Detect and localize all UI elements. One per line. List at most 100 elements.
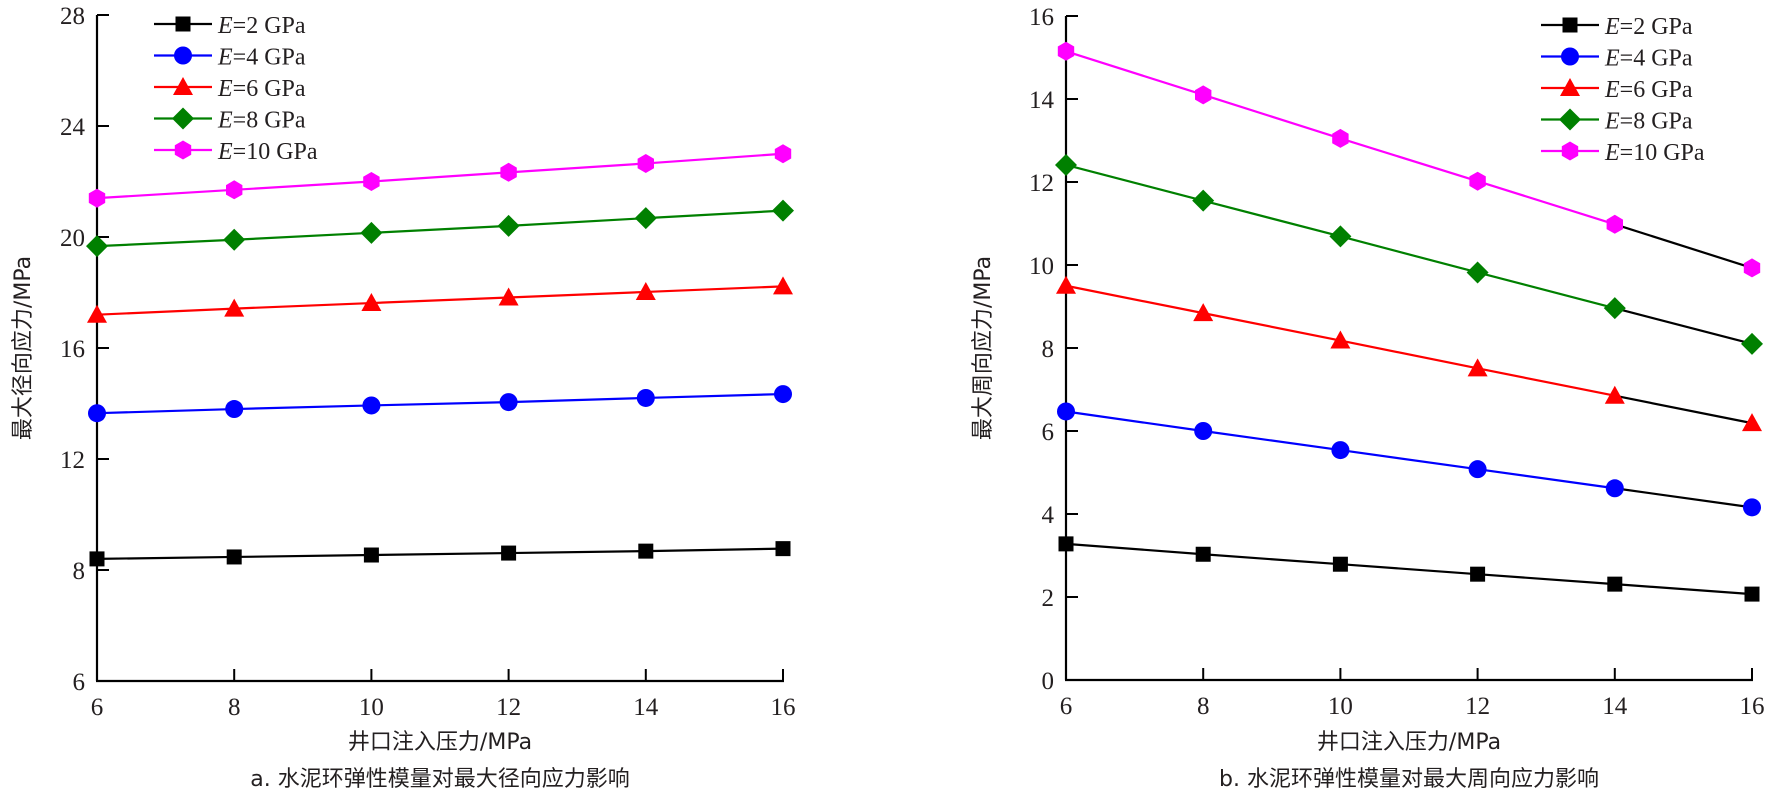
- data-point: [1606, 214, 1623, 234]
- series-line-segment: [96, 407, 235, 415]
- series-line-segment: [371, 171, 509, 183]
- series-line-segment: [645, 547, 784, 553]
- series-line-segment: [234, 231, 372, 241]
- y-tick-label: 16: [1029, 4, 1054, 31]
- series-line-segment: [1340, 235, 1478, 274]
- chart-b-y-axis-title: 最大周向应力/MPa: [971, 256, 996, 440]
- series-line-segment: [645, 285, 784, 294]
- data-point: [1742, 413, 1762, 432]
- data-point: [363, 547, 379, 563]
- y-tick-label: 12: [60, 447, 85, 474]
- data-point: [1604, 385, 1625, 404]
- data-point: [1331, 441, 1350, 460]
- legend-label: E=6 GPa: [217, 76, 306, 102]
- series-line-segment: [234, 301, 372, 310]
- chart-a-series: [86, 144, 794, 567]
- series-line-segment: [96, 555, 235, 560]
- legend-item: E=10 GPa: [154, 139, 318, 165]
- y-tick-label: 10: [1029, 253, 1054, 280]
- legend-label: E=8 GPa: [217, 108, 306, 134]
- series-line-segment: [1065, 50, 1204, 96]
- legend-label: E=2 GPa: [217, 13, 306, 39]
- legend-marker-circle-icon: [174, 46, 192, 65]
- data-point: [498, 287, 519, 306]
- y-tick-label: 14: [1029, 87, 1055, 114]
- data-point: [1603, 297, 1626, 320]
- series-line-segment: [234, 404, 372, 411]
- series-line-segment: [1477, 367, 1616, 397]
- legend-item: E=4 GPa: [1541, 46, 1693, 72]
- chart-b-caption: b. 水泥环弹性模量对最大周向应力影响: [1219, 767, 1599, 792]
- data-point: [226, 180, 243, 200]
- data-point: [1193, 303, 1214, 322]
- data-point: [223, 228, 246, 251]
- y-tick-label: 0: [1042, 668, 1055, 695]
- series-line-segment: [1340, 339, 1478, 370]
- series-line-segment: [645, 392, 784, 400]
- data-point: [1055, 153, 1077, 176]
- data-point: [500, 162, 517, 182]
- series-line-segment: [1203, 429, 1341, 452]
- data-point: [1332, 128, 1349, 148]
- series-line-segment: [1614, 487, 1753, 509]
- legend-label: E=2 GPa: [1604, 14, 1693, 40]
- data-point: [1743, 258, 1761, 278]
- data-point: [636, 388, 655, 407]
- data-point: [773, 276, 793, 295]
- data-point: [774, 385, 792, 404]
- data-point: [1329, 225, 1352, 248]
- data-point: [1743, 498, 1761, 517]
- series-line-segment: [234, 180, 372, 191]
- x-tick-label: 10: [359, 694, 384, 721]
- series-e-2-gpa: [89, 541, 791, 567]
- legend-marker-square-icon: [175, 16, 191, 32]
- data-point: [1192, 189, 1215, 212]
- data-point: [1466, 261, 1489, 284]
- series-line-segment: [1340, 137, 1478, 183]
- legend-marker-triangle-icon: [1560, 78, 1580, 96]
- legend-label: E=4 GPa: [217, 45, 306, 71]
- data-point: [775, 541, 791, 557]
- x-tick-label: 14: [633, 694, 659, 721]
- series-line-segment: [1340, 563, 1478, 576]
- x-tick-label: 8: [228, 694, 241, 721]
- series-line-segment: [1203, 553, 1341, 566]
- chart-b-axes: 0 2 4 6 8 10 12 14 16 6 8 10 12 14 16: [1029, 4, 1765, 720]
- x-tick-label: 12: [496, 694, 521, 721]
- series-line-segment: [1477, 573, 1615, 586]
- series-line-segment: [508, 290, 646, 299]
- data-point: [1607, 576, 1623, 592]
- data-point: [363, 172, 380, 191]
- series-line-segment: [1065, 410, 1204, 433]
- series-line-segment: [1614, 394, 1753, 425]
- series-e-8-gpa: [1055, 153, 1763, 355]
- x-tick-label: 12: [1465, 693, 1490, 720]
- legend-item: E=8 GPa: [154, 107, 306, 134]
- chart-b-series: [1055, 41, 1763, 602]
- legend-item: E=2 GPa: [1541, 14, 1693, 40]
- chart-a-y-axis-title: 最大径向应力/MPa: [11, 256, 36, 440]
- series-line-segment: [1477, 271, 1616, 310]
- y-tick-label: 6: [1042, 419, 1055, 446]
- series-line-segment: [96, 188, 235, 200]
- data-point: [361, 293, 382, 312]
- y-tick-label: 2: [1042, 585, 1055, 612]
- y-tick-label: 16: [60, 336, 85, 363]
- x-tick-label: 6: [1060, 693, 1073, 720]
- legend-item: E=10 GPa: [1541, 140, 1705, 166]
- data-point: [1468, 460, 1487, 479]
- data-point: [87, 304, 107, 323]
- x-tick-label: 14: [1602, 693, 1628, 720]
- series-line-segment: [1614, 223, 1753, 269]
- data-point: [224, 298, 245, 317]
- legend-marker-square-icon: [1562, 17, 1578, 33]
- data-point: [360, 221, 383, 244]
- series-e-6-gpa: [87, 276, 793, 323]
- data-point: [1744, 586, 1760, 602]
- series-line-segment: [234, 553, 372, 559]
- data-point: [1332, 556, 1348, 572]
- y-tick-label: 6: [73, 669, 86, 696]
- series-line-segment: [371, 551, 509, 557]
